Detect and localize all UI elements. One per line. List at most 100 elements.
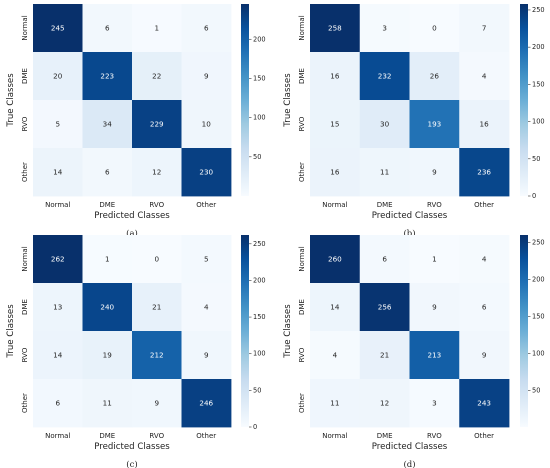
heatmap-cell — [181, 4, 232, 53]
heatmap-cell — [181, 100, 232, 149]
cell-value: 12 — [152, 168, 161, 177]
heatmap-cell — [310, 331, 361, 380]
colorbar — [241, 235, 249, 427]
y-tick-label: Normal — [298, 15, 306, 40]
cell-value: 9 — [432, 303, 437, 312]
x-tick-label: RVO — [427, 432, 442, 440]
cell-value: 245 — [51, 24, 65, 33]
y-tick-label: Other — [21, 393, 29, 413]
heatmap-cell — [82, 4, 133, 53]
cell-value: 3 — [382, 24, 387, 33]
heatmap-cell — [181, 283, 232, 332]
cell-value: 5 — [204, 255, 209, 264]
x-tick-label: RVO — [427, 201, 442, 209]
y-tick-label: DME — [21, 68, 29, 84]
x-tick-label: Other — [474, 201, 494, 209]
heatmap-cell — [82, 148, 133, 197]
cell-value: 10 — [202, 120, 212, 129]
heatmap-cell — [181, 52, 232, 101]
colorbar-tick-label: 250 — [253, 240, 266, 248]
heatmap-cell — [33, 379, 83, 428]
y-tick-label: Normal — [21, 15, 29, 40]
cell-value: 16 — [330, 168, 340, 177]
colorbar-tick-label: 200 — [532, 43, 545, 51]
colorbar-tick-label: 0 — [253, 423, 257, 431]
heatmap-cell — [82, 235, 133, 284]
cell-value: 12 — [380, 399, 389, 408]
cell-value: 212 — [150, 351, 164, 360]
heatmap-cell — [82, 283, 133, 332]
cell-value: 20 — [53, 72, 63, 81]
cell-value: 246 — [199, 399, 213, 408]
cell-value: 1 — [105, 255, 110, 264]
y-tick-label: RVO — [21, 116, 29, 131]
heatmap-cell — [359, 235, 410, 284]
colorbar-tick-label: 150 — [532, 80, 545, 88]
heatmap-cell — [132, 331, 182, 380]
heatmap-cell — [359, 283, 410, 332]
heatmap-cell — [359, 331, 410, 380]
x-axis-title: Predicted Classes — [94, 211, 170, 221]
cell-value: 11 — [330, 399, 339, 408]
heatmap-cell — [310, 148, 361, 197]
cell-value: 5 — [55, 120, 60, 129]
x-tick-label: Other — [196, 201, 216, 209]
heatmap-cell — [409, 235, 460, 284]
cell-value: 6 — [204, 24, 209, 33]
heatmap-cell — [181, 235, 232, 284]
heatmap-cell — [359, 4, 410, 53]
cell-value: 21 — [380, 351, 389, 360]
heatmap-cell — [459, 379, 510, 428]
heatmap-cell — [459, 331, 510, 380]
colorbar-tick-label: 100 — [253, 114, 266, 122]
cell-value: 3 — [432, 399, 437, 408]
cell-value: 14 — [330, 303, 340, 312]
colorbar-tick-label: 200 — [253, 35, 266, 43]
cell-value: 21 — [152, 303, 161, 312]
heatmap-cell — [82, 100, 133, 149]
heatmap-cell — [459, 148, 510, 197]
heatmap-cell — [459, 235, 510, 284]
x-axis-title: Predicted Classes — [372, 442, 448, 452]
heatmap-cell — [459, 100, 510, 149]
heatmap-cell — [82, 52, 133, 101]
y-tick-label: Other — [21, 162, 29, 182]
heatmap-cell — [132, 100, 182, 149]
heatmap-cell — [132, 283, 182, 332]
cell-value: 34 — [103, 120, 113, 129]
cell-value: 22 — [152, 72, 161, 81]
y-tick-label: Normal — [21, 246, 29, 271]
panel-caption: (d) — [403, 459, 415, 468]
heatmap-cell — [409, 52, 460, 101]
heatmap-cell — [359, 379, 410, 428]
x-tick-label: DME — [99, 201, 115, 209]
cell-value: 230 — [199, 168, 213, 177]
heatmap-cell — [33, 331, 83, 380]
colorbar-tick-label: 100 — [532, 350, 545, 358]
cell-value: 14 — [53, 168, 63, 177]
cell-value: 260 — [328, 255, 342, 264]
cell-value: 4 — [482, 72, 487, 81]
heatmap-cell — [132, 379, 182, 428]
cell-value: 229 — [150, 120, 164, 129]
heatmap-cell — [33, 100, 83, 149]
panel-caption: (c) — [126, 459, 137, 468]
y-axis-title: True Classes — [6, 304, 16, 359]
y-tick-label: DME — [298, 299, 306, 315]
cell-value: 7 — [482, 24, 487, 33]
cell-value: 9 — [204, 72, 209, 81]
heatmap-cell — [459, 4, 510, 53]
cell-value: 11 — [103, 399, 112, 408]
cell-value: 9 — [432, 168, 437, 177]
heatmap-cell — [33, 235, 83, 284]
heatmap-cell — [359, 52, 410, 101]
heatmap-cell — [181, 331, 232, 380]
x-axis-title: Predicted Classes — [372, 211, 448, 221]
colorbar-tick-label: 50 — [532, 387, 540, 395]
heatmap-cell — [409, 283, 460, 332]
heatmap-cell — [310, 283, 361, 332]
cell-value: 236 — [477, 168, 491, 177]
y-tick-label: Other — [298, 162, 306, 182]
